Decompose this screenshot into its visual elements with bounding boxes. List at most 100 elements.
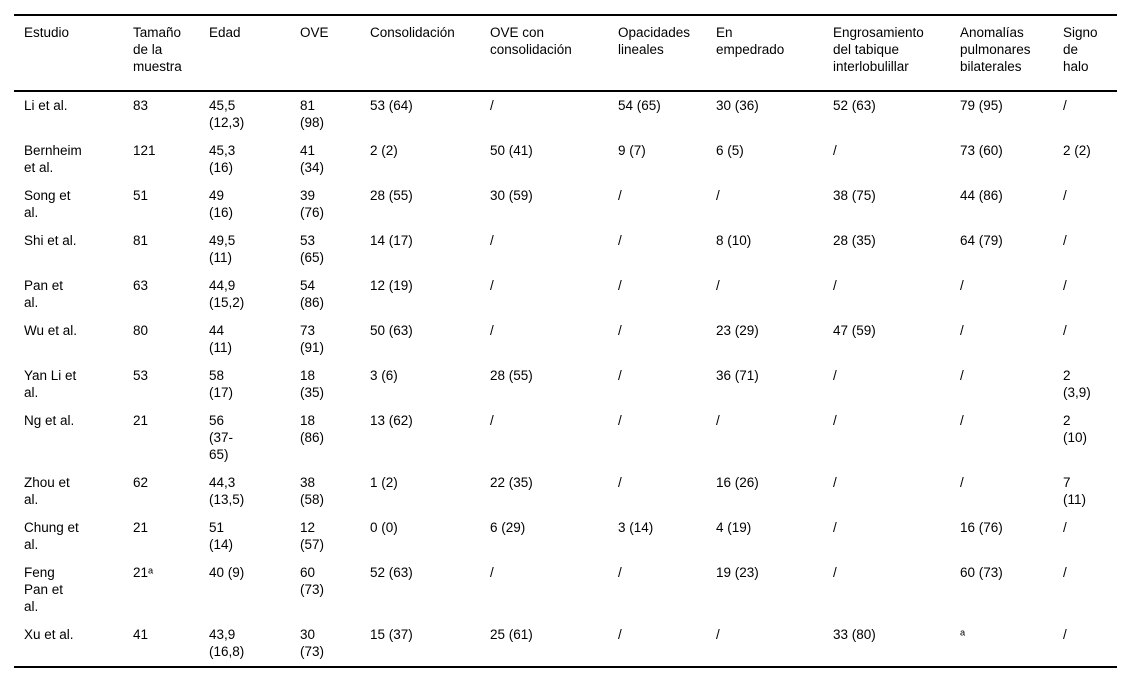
studies-table-container: Estudio Tamaño de la muestra Edad OVE Consol… (14, 14, 1117, 668)
column-header: OVE con consolidación (480, 15, 608, 92)
table-cell: 30 (59) (490, 188, 533, 203)
table-cell: 12 (57) (300, 520, 325, 552)
table-cell: / (833, 143, 837, 158)
table-cell: 47 (59) (833, 323, 876, 338)
table-cell: / (1063, 565, 1067, 580)
table-row: Xu et al. 41 43,9 (16,8) 30 (73) 15 (37) 25 (… (14, 621, 1117, 667)
table-cell: 50 (63) (370, 323, 413, 338)
table-cell: 33 (80) (833, 627, 876, 642)
table-cell: / (618, 368, 622, 383)
table-cell: / (618, 323, 622, 338)
column-header: Opacidades lineales (608, 15, 706, 92)
table-cell: 53 (64) (370, 98, 413, 113)
table-cell: / (833, 520, 837, 535)
table-cell: 6 (29) (490, 520, 526, 535)
table-cell: / (1063, 188, 1067, 203)
table-cell: Pan et al. (24, 278, 64, 310)
table-cell: / (833, 565, 837, 580)
table-cell: 18 (35) (300, 368, 325, 400)
table-cell: ᵃ (960, 627, 966, 642)
table-row: Shi et al. 81 49,5 (11) 53 (65) 14 (17) / / 8 (… (14, 227, 1117, 272)
table-cell: 73 (60) (960, 143, 1003, 158)
table-cell: 41 (133, 627, 149, 642)
table-cell: 2 (2) (370, 143, 398, 158)
table-cell: / (716, 627, 720, 642)
table-cell: / (490, 278, 494, 293)
table-cell: / (1063, 233, 1067, 248)
table-row: Feng Pan et al. 21ᵃ 40 (9) 60 (73) 52 (63) / /… (14, 559, 1117, 621)
table-cell: Feng Pan et al. (24, 565, 64, 614)
table-cell: / (960, 278, 964, 293)
table-cell: / (618, 188, 622, 203)
table-cell: 80 (133, 323, 149, 338)
table-cell: / (1063, 278, 1067, 293)
table-cell: / (716, 413, 720, 428)
table-cell: 79 (95) (960, 98, 1003, 113)
table-cell: 40 (9) (209, 565, 245, 580)
table-cell: 63 (133, 278, 149, 293)
table-row: Zhou et al. 62 44,3 (13,5) 38 (58) 1 (2) 22 (… (14, 469, 1117, 514)
table-cell: / (490, 413, 494, 428)
table-cell: 30 (36) (716, 98, 759, 113)
table-cell: Zhou et al. (24, 475, 70, 507)
table-body: Li et al. 83 45,5 (12,3) 81 (98) 53 (64) / 54 … (14, 91, 1117, 667)
table-cell: / (1063, 323, 1067, 338)
table-row: Wu et al. 80 44 (11) 73 (91) 50 (63) / / 23 (29… (14, 317, 1117, 362)
column-header: Anomalías pulmonares bilaterales (950, 15, 1053, 92)
table-cell: 1 (2) (370, 475, 398, 490)
table-cell: / (716, 278, 720, 293)
table-cell: 58 (17) (209, 368, 234, 400)
column-header: Signo de halo (1053, 15, 1117, 92)
table-cell: 16 (26) (716, 475, 759, 490)
table-cell: 54 (86) (300, 278, 325, 310)
column-header: Edad (199, 15, 290, 92)
table-cell: 19 (23) (716, 565, 759, 580)
table-cell: 13 (62) (370, 413, 413, 428)
table-cell: Shi et al. (24, 233, 77, 248)
table-cell: 12 (19) (370, 278, 413, 293)
table-cell: / (618, 627, 622, 642)
table-cell: 38 (58) (300, 475, 325, 507)
table-cell: 23 (29) (716, 323, 759, 338)
table-cell: 49 (16) (209, 188, 234, 220)
table-cell: 44 (86) (960, 188, 1003, 203)
table-cell: 83 (133, 98, 149, 113)
table-cell: 53 (65) (300, 233, 325, 265)
table-cell: / (490, 233, 494, 248)
table-cell: Chung et al. (24, 520, 79, 552)
table-cell: / (716, 188, 720, 203)
table-cell: / (833, 475, 837, 490)
table-cell: / (618, 565, 622, 580)
table-row: Song et al. 51 49 (16) 39 (76) 28 (55) 30 (59… (14, 182, 1117, 227)
table-cell: 2 (3,9) (1063, 368, 1091, 400)
table-cell: 3 (6) (370, 368, 398, 383)
table-cell: / (960, 368, 964, 383)
table-cell: 38 (75) (833, 188, 876, 203)
column-header: OVE (290, 15, 360, 92)
table-cell: 44,9 (15,2) (209, 278, 245, 310)
table-cell: 81 (133, 233, 149, 248)
table-cell: Wu et al. (24, 323, 78, 338)
table-cell: 62 (133, 475, 149, 490)
table-cell: 56 (37- 65) (209, 413, 234, 462)
table-cell: 64 (79) (960, 233, 1003, 248)
table-cell: 60 (73) (960, 565, 1003, 580)
table-cell: / (490, 323, 494, 338)
table-cell: 9 (7) (618, 143, 646, 158)
table-cell: 21ᵃ (133, 565, 154, 580)
column-header: Estudio (14, 15, 123, 92)
table-cell: 45,3 (16) (209, 143, 236, 175)
table-cell: 21 (133, 413, 149, 428)
table-row: Yan Li et al. 53 58 (17) 18 (35) 3 (6) 28 (55… (14, 362, 1117, 407)
table-cell: 21 (133, 520, 149, 535)
table-cell: 16 (76) (960, 520, 1003, 535)
table-cell: / (960, 413, 964, 428)
table-cell: Li et al. (24, 98, 68, 113)
table-row: Bernheim et al. 121 45,3 (16) 41 (34) 2 (2) 5… (14, 137, 1117, 182)
table-cell: 52 (63) (370, 565, 413, 580)
table-cell: 73 (91) (300, 323, 325, 355)
table-cell: 18 (86) (300, 413, 325, 445)
table-cell: Yan Li et al. (24, 368, 77, 400)
table-cell: 25 (61) (490, 627, 533, 642)
table-cell: / (1063, 98, 1067, 113)
